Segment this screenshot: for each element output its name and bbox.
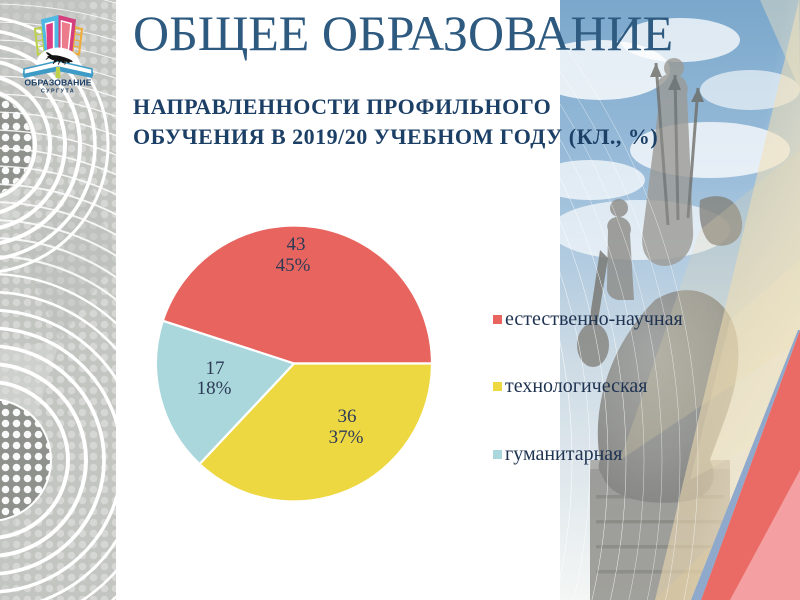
svg-text:ОБРАЗОВАНИЕ: ОБРАЗОВАНИЕ bbox=[24, 78, 91, 88]
svg-text:СУРГУТА: СУРГУТА bbox=[41, 89, 75, 95]
